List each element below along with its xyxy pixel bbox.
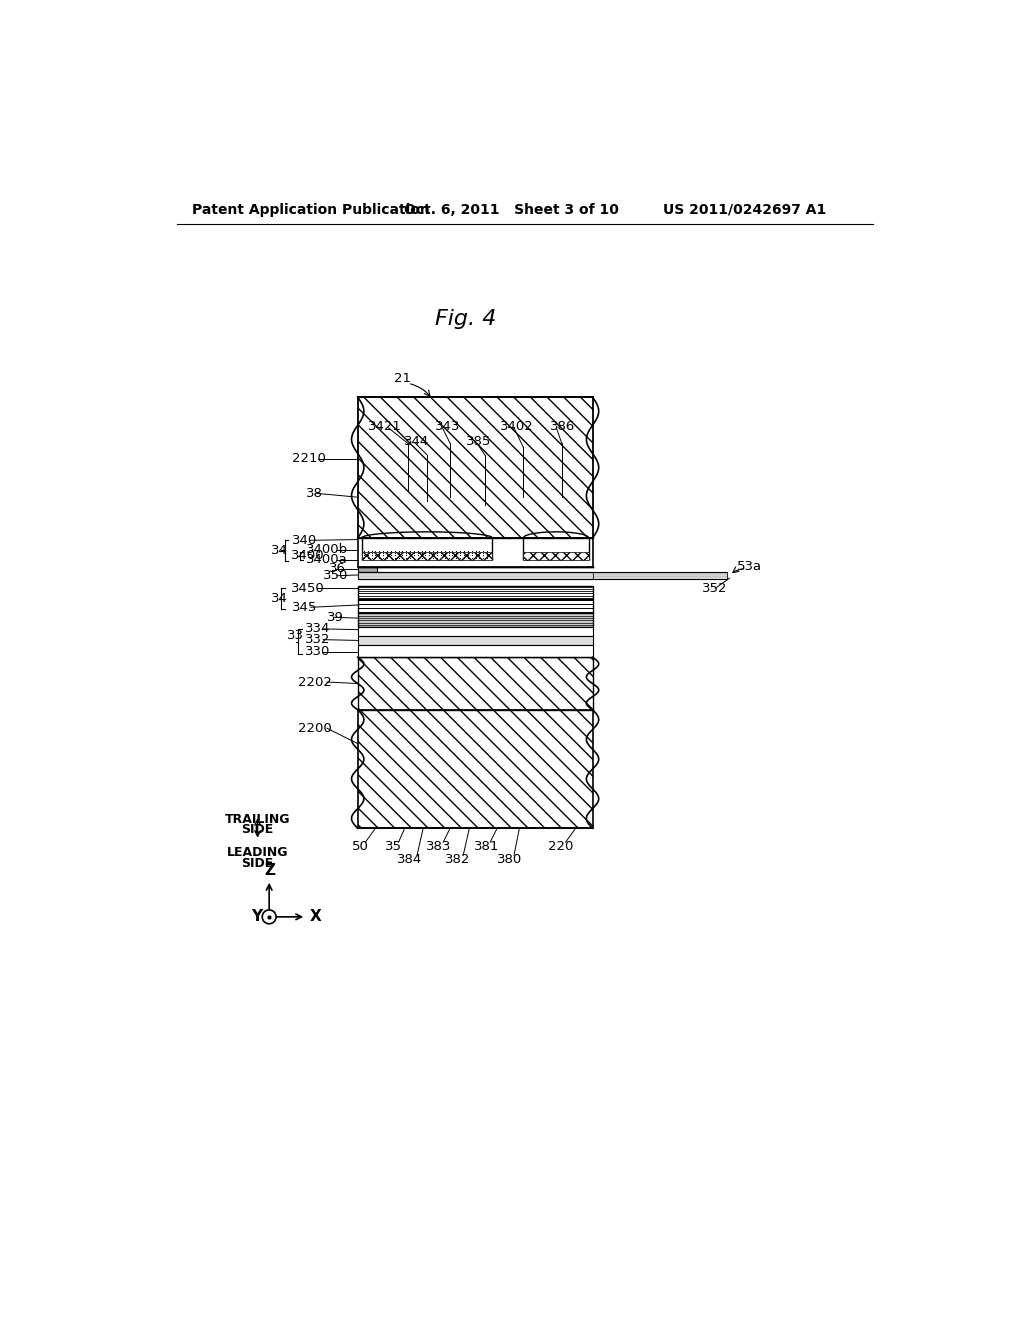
Text: 21: 21 bbox=[394, 372, 411, 385]
Text: 344: 344 bbox=[403, 436, 429, 449]
Bar bbox=[357, 539, 593, 566]
Bar bbox=[357, 599, 593, 612]
Text: SIDE: SIDE bbox=[242, 824, 273, 837]
Text: 39: 39 bbox=[327, 611, 344, 624]
Text: 3400b: 3400b bbox=[306, 543, 348, 556]
Bar bbox=[357, 645, 593, 657]
Bar bbox=[357, 397, 593, 539]
Text: 352: 352 bbox=[701, 582, 727, 594]
Text: 382: 382 bbox=[445, 853, 470, 866]
Bar bbox=[357, 636, 593, 645]
Text: Patent Application Publication: Patent Application Publication bbox=[193, 203, 430, 216]
Text: X: X bbox=[310, 909, 322, 924]
Text: 334: 334 bbox=[304, 622, 330, 635]
Text: Z: Z bbox=[264, 863, 275, 878]
Text: Y: Y bbox=[252, 909, 262, 924]
Text: US 2011/0242697 A1: US 2011/0242697 A1 bbox=[664, 203, 826, 216]
Text: 34: 34 bbox=[270, 593, 288, 606]
Text: SIDE: SIDE bbox=[242, 857, 273, 870]
Text: 33: 33 bbox=[287, 630, 304, 643]
Text: 3400: 3400 bbox=[291, 549, 325, 562]
Bar bbox=[357, 566, 377, 572]
Text: 35: 35 bbox=[385, 840, 401, 853]
Text: 330: 330 bbox=[304, 645, 330, 659]
Text: 3450: 3450 bbox=[291, 582, 325, 594]
Text: 384: 384 bbox=[397, 853, 423, 866]
Text: 380: 380 bbox=[497, 853, 522, 866]
Bar bbox=[361, 552, 493, 561]
Text: Oct. 6, 2011   Sheet 3 of 10: Oct. 6, 2011 Sheet 3 of 10 bbox=[403, 203, 618, 216]
Text: 220: 220 bbox=[548, 840, 572, 853]
Text: 36: 36 bbox=[330, 562, 346, 576]
Text: 2200: 2200 bbox=[298, 722, 332, 735]
Text: 3421: 3421 bbox=[368, 420, 401, 433]
Text: 50: 50 bbox=[351, 840, 369, 853]
Text: 38: 38 bbox=[306, 487, 323, 500]
Bar bbox=[357, 657, 593, 710]
Text: 385: 385 bbox=[466, 436, 490, 449]
Text: 34: 34 bbox=[270, 544, 288, 557]
Text: 2202: 2202 bbox=[298, 676, 333, 689]
Bar bbox=[523, 552, 589, 561]
Text: Fig. 4: Fig. 4 bbox=[435, 309, 497, 329]
Text: 381: 381 bbox=[474, 840, 499, 853]
Bar bbox=[357, 586, 593, 599]
Bar bbox=[357, 627, 593, 636]
Text: 345: 345 bbox=[292, 601, 317, 614]
Text: 53a: 53a bbox=[736, 560, 762, 573]
Bar bbox=[593, 572, 727, 579]
Bar bbox=[357, 710, 593, 829]
Text: 386: 386 bbox=[550, 420, 575, 433]
Bar bbox=[357, 572, 593, 579]
Bar bbox=[357, 612, 593, 627]
Text: 3400a: 3400a bbox=[306, 553, 348, 566]
Text: 350: 350 bbox=[323, 569, 348, 582]
Text: 332: 332 bbox=[304, 634, 330, 647]
Circle shape bbox=[262, 909, 276, 924]
Text: 343: 343 bbox=[435, 420, 460, 433]
Text: LEADING: LEADING bbox=[227, 846, 289, 859]
Text: 383: 383 bbox=[426, 840, 452, 853]
Text: 3402: 3402 bbox=[500, 420, 534, 433]
Text: 340: 340 bbox=[292, 533, 317, 546]
Text: TRAILING: TRAILING bbox=[225, 813, 291, 825]
Text: 2210: 2210 bbox=[292, 453, 326, 465]
